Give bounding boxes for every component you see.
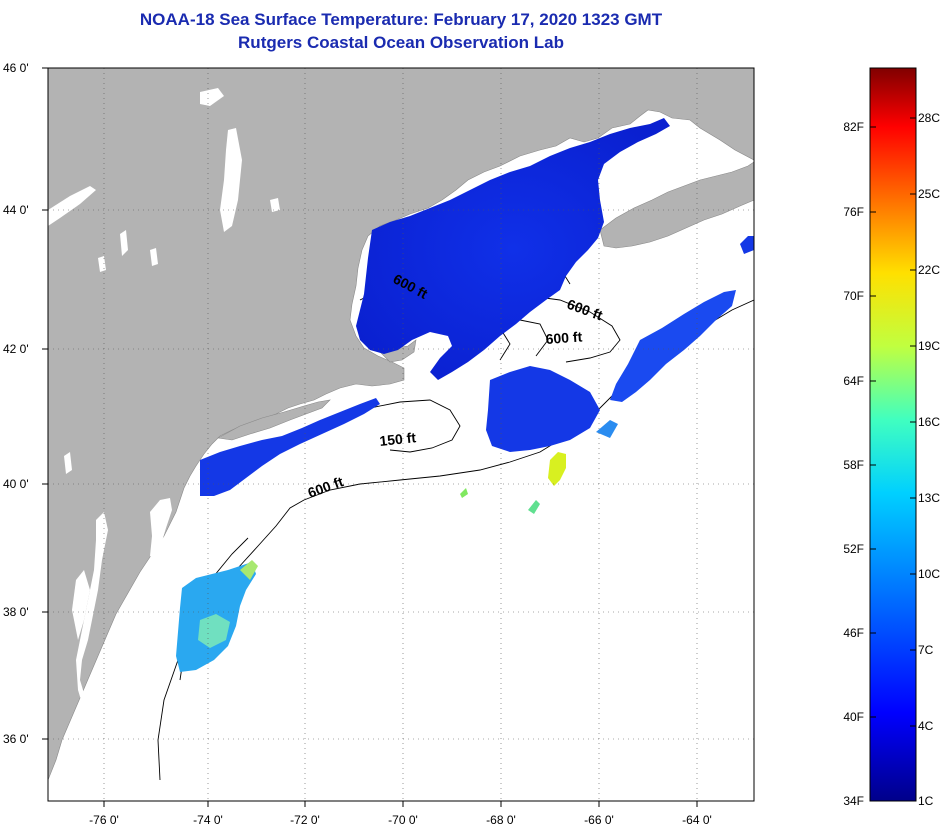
map-subtitle: Rutgers Coastal Ocean Observation Lab (238, 33, 564, 52)
map-frame (47, 67, 755, 802)
sst-slope-patch (596, 420, 618, 438)
land-long-island (217, 399, 331, 441)
lat-label-44: 44 0' (3, 203, 29, 217)
sst-warm-core (548, 452, 566, 486)
lat-label-36: 36 0' (3, 732, 29, 746)
map-title: NOAA-18 Sea Surface Temperature: Februar… (139, 10, 663, 29)
lat-label-46: 46 0' (3, 61, 29, 75)
title-block: NOAA-18 Sea Surface Temperature: Februar… (48, 8, 754, 54)
land-mainland (48, 68, 754, 781)
land-nova-scotia (599, 161, 754, 249)
sst-scotian-shelf (610, 290, 736, 402)
lon-label-66: -66 0' (584, 813, 614, 827)
land-chesapeake-bay (74, 512, 108, 801)
lon-label-70: -70 0' (388, 813, 418, 827)
sst-gulf-of-maine (356, 118, 670, 380)
sst-nj-shelf (200, 398, 380, 496)
lon-label-74: -74 0' (193, 813, 223, 827)
sst-mid-atlantic-warm (198, 614, 230, 648)
lon-label-72: -72 0' (290, 813, 320, 827)
inland-lakes (48, 88, 280, 640)
contour-label-150ft: 150 ft (379, 429, 417, 449)
sst-georges-bank (486, 366, 600, 452)
sst-nova-scotia-edge (740, 236, 754, 254)
lat-label-42: 42 0' (3, 342, 29, 356)
map-grid (48, 67, 754, 801)
lat-label-40: 40 0' (3, 477, 29, 491)
map-ticks (42, 67, 698, 807)
lon-label-64: -64 0' (682, 813, 712, 827)
land-delaware-bay (150, 498, 172, 560)
lon-label-68: -68 0' (486, 813, 516, 827)
contour-label-600ft-georges: 600 ft (545, 328, 583, 347)
sst-filament-2 (460, 488, 468, 498)
lon-label-76: -76 0' (89, 813, 119, 827)
sst-filament-1 (528, 500, 540, 514)
sst-mid-atlantic-edge (240, 560, 258, 580)
lat-label-38: 38 0' (3, 605, 29, 619)
map-content (48, 68, 754, 801)
